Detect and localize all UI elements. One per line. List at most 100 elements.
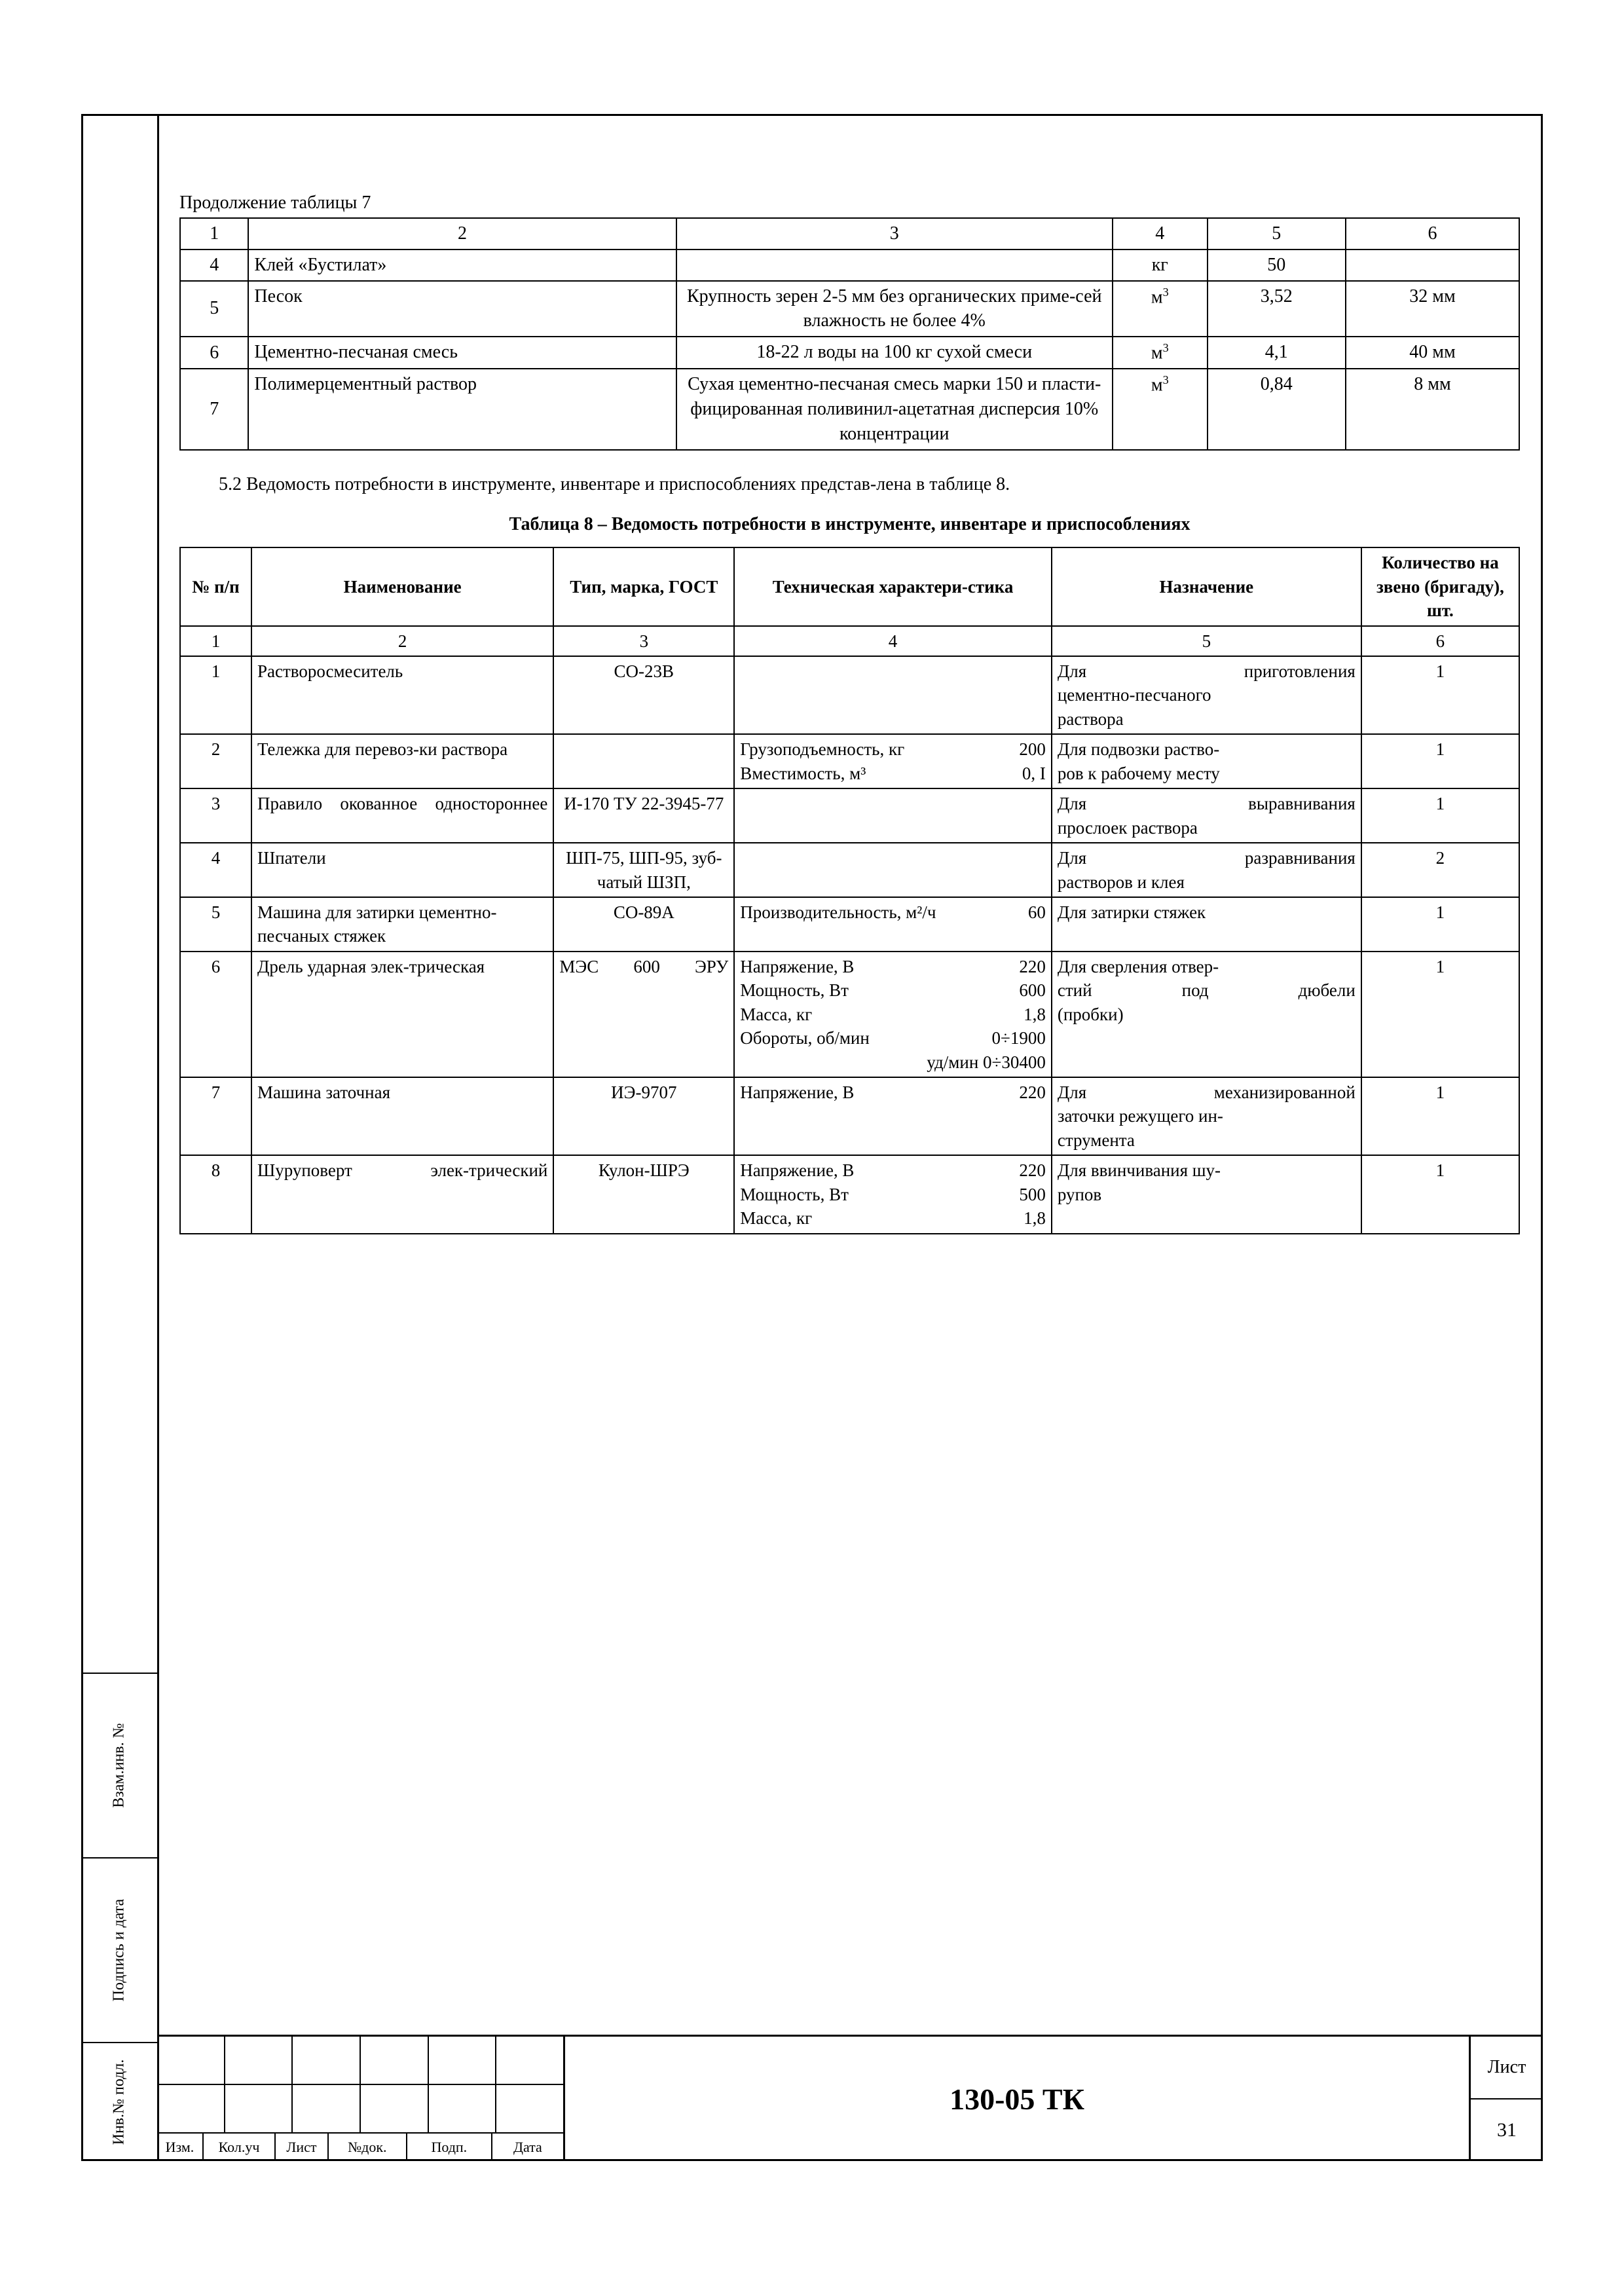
cell: 40 мм <box>1346 337 1519 369</box>
cell: Шуруповерт элек-трический <box>251 1155 553 1233</box>
cell <box>734 843 1052 897</box>
content: Продолжение таблицы 7 1 2 3 4 5 6 4Клей … <box>179 193 1520 1234</box>
cell: 18-22 л воды на 100 кг сухой смеси <box>676 337 1113 369</box>
t8-sh6: 6 <box>1361 626 1519 656</box>
cell: 4,1 <box>1208 337 1346 369</box>
cell: Сухая цементно-песчаная смесь марки 150 … <box>676 369 1113 449</box>
t8-hname: Наименование <box>251 547 553 625</box>
table7-caption: Продолжение таблицы 7 <box>179 193 1520 213</box>
cell: 1 <box>1361 788 1519 843</box>
stamp-lbl-podp: Подп. <box>407 2134 492 2161</box>
stamp-lbl-koluch: Кол.уч <box>204 2134 276 2161</box>
cell: 7 <box>180 369 248 449</box>
table8-header-row: № п/п Наименование Тип, марка, ГОСТ Техн… <box>180 547 1519 625</box>
cell <box>734 656 1052 734</box>
t8-hn: № п/п <box>180 547 251 625</box>
stamp-right: Лист 31 <box>1471 2037 1543 2161</box>
sidebar-cell-inv: Инв.№ подл. <box>81 2042 157 2161</box>
cell: ШП-75, ШП-95, зуб-чатый ШЗП, <box>553 843 734 897</box>
table-row: 2Тележка для перевоз-ки раствора Грузопод… <box>180 734 1519 788</box>
cell: СО-89А <box>553 897 734 952</box>
cell: Правило окованное одностороннее <box>251 788 553 843</box>
cell: 32 мм <box>1346 281 1519 337</box>
cell: Для ввинчивания шу-рупов <box>1052 1155 1361 1233</box>
purp-line: Для сверления отвер- <box>1058 955 1356 978</box>
purp-line: прослоек раствора <box>1058 816 1356 840</box>
purp-line: Для механизированной <box>1058 1081 1356 1104</box>
cell: 8 <box>180 1155 251 1233</box>
table-row: 6Дрель ударная элек-трическаяМЭС 600 ЭРУ… <box>180 952 1519 1077</box>
cell: Машина для затирки цементно-песчаных стя… <box>251 897 553 952</box>
purp-line: Для разравнивания <box>1058 846 1356 870</box>
cell: Шпатели <box>251 843 553 897</box>
cell: 1 <box>1361 656 1519 734</box>
table-row: 8Шуруповерт элек-трическийКулон-ШРЭНапря… <box>180 1155 1519 1233</box>
sidebar-cell-sign: Подпись и дата <box>81 1857 157 2042</box>
purp-line: стий под дюбели <box>1058 978 1356 1002</box>
cell: кг <box>1113 250 1208 281</box>
t7-h4: 4 <box>1113 218 1208 250</box>
cell: Тележка для перевоз-ки раствора <box>251 734 553 788</box>
t8-sh1: 1 <box>180 626 251 656</box>
table8: № п/п Наименование Тип, марка, ГОСТ Техн… <box>179 547 1520 1234</box>
cell: Песок <box>248 281 676 337</box>
table-row: 6Цементно-песчаная смесь18-22 л воды на … <box>180 337 1519 369</box>
cell: м3 <box>1113 369 1208 449</box>
tech-line: Мощность, Вт500 <box>740 1183 1046 1206</box>
table-row: 7Полимерцементный растворСухая цементно-… <box>180 369 1519 449</box>
cell: Крупность зерен 2-5 мм без органических … <box>676 281 1113 337</box>
cell: Для подвозки раство-ров к рабочему месту <box>1052 734 1361 788</box>
cell: 1 <box>1361 897 1519 952</box>
cell <box>553 734 734 788</box>
cell: 4 <box>180 843 251 897</box>
cell: 4 <box>180 250 248 281</box>
cell: Для затирки стяжек <box>1052 897 1361 952</box>
purp-line: рупов <box>1058 1183 1356 1206</box>
cell: 1 <box>1361 1155 1519 1233</box>
t8-sh5: 5 <box>1052 626 1361 656</box>
purp-line: Для затирки стяжек <box>1058 900 1356 924</box>
stamp-lbl-izm: Изм. <box>157 2134 204 2161</box>
table7: 1 2 3 4 5 6 4Клей «Бустилат»кг505ПесокКр… <box>179 217 1520 451</box>
purp-line: растворов и клея <box>1058 870 1356 894</box>
cell: м3 <box>1113 281 1208 337</box>
table-row: 1РастворосмесительСО-23ВДля приготовлени… <box>180 656 1519 734</box>
cell: Машина заточная <box>251 1077 553 1155</box>
cell: 1 <box>1361 1077 1519 1155</box>
purp-line: заточки режущего ин- <box>1058 1104 1356 1128</box>
tech-line: Производительность, м²/ч60 <box>740 900 1046 924</box>
cell <box>734 788 1052 843</box>
stamp-lbl-ndoc: №док. <box>329 2134 407 2161</box>
title-block: Изм. Кол.уч Лист №док. Подп. Дата 130-05… <box>157 2035 1543 2161</box>
table-row: 7Машина заточнаяИЭ-9707Напряжение, В220Д… <box>180 1077 1519 1155</box>
purp-line: Для приготовления <box>1058 659 1356 683</box>
purp-line: Для подвозки раство- <box>1058 737 1356 761</box>
tech-line: уд/мин 0÷30400 <box>740 1050 1046 1074</box>
tech-line: Мощность, Вт600 <box>740 978 1046 1002</box>
t7-h3: 3 <box>676 218 1113 250</box>
cell: 1 <box>180 656 251 734</box>
tech-line: Масса, кг1,8 <box>740 1003 1046 1026</box>
purp-line: струмента <box>1058 1128 1356 1152</box>
stamp-left: Изм. Кол.уч Лист №док. Подп. Дата <box>157 2037 565 2161</box>
list-number: 31 <box>1471 2099 1543 2161</box>
cell: м3 <box>1113 337 1208 369</box>
tech-line: Вместимость, м³0, I <box>740 762 1046 785</box>
cell: МЭС 600 ЭРУ <box>553 952 734 1077</box>
table8-subheader-row: 1 2 3 4 5 6 <box>180 626 1519 656</box>
table8-title: Таблица 8 – Ведомость потребности в инст… <box>179 514 1520 535</box>
table-row: 5ПесокКрупность зерен 2-5 мм без органич… <box>180 281 1519 337</box>
tech-line: Обороты, об/мин0÷1900 <box>740 1026 1046 1050</box>
tech-line: Масса, кг1,8 <box>740 1206 1046 1230</box>
cell: Грузоподъемность, кг200Вместимость, м³0,… <box>734 734 1052 788</box>
cell: 2 <box>180 734 251 788</box>
cell: Напряжение, В220Мощность, Вт500Масса, кг… <box>734 1155 1052 1233</box>
cell: 3 <box>180 788 251 843</box>
purp-line: Для ввинчивания шу- <box>1058 1158 1356 1182</box>
cell: 50 <box>1208 250 1346 281</box>
cell: И-170 ТУ 22-3945-77 <box>553 788 734 843</box>
stamp-row-1 <box>157 2037 563 2085</box>
cell: 8 мм <box>1346 369 1519 449</box>
cell: Дрель ударная элек-трическая <box>251 952 553 1077</box>
cell: Клей «Бустилат» <box>248 250 676 281</box>
